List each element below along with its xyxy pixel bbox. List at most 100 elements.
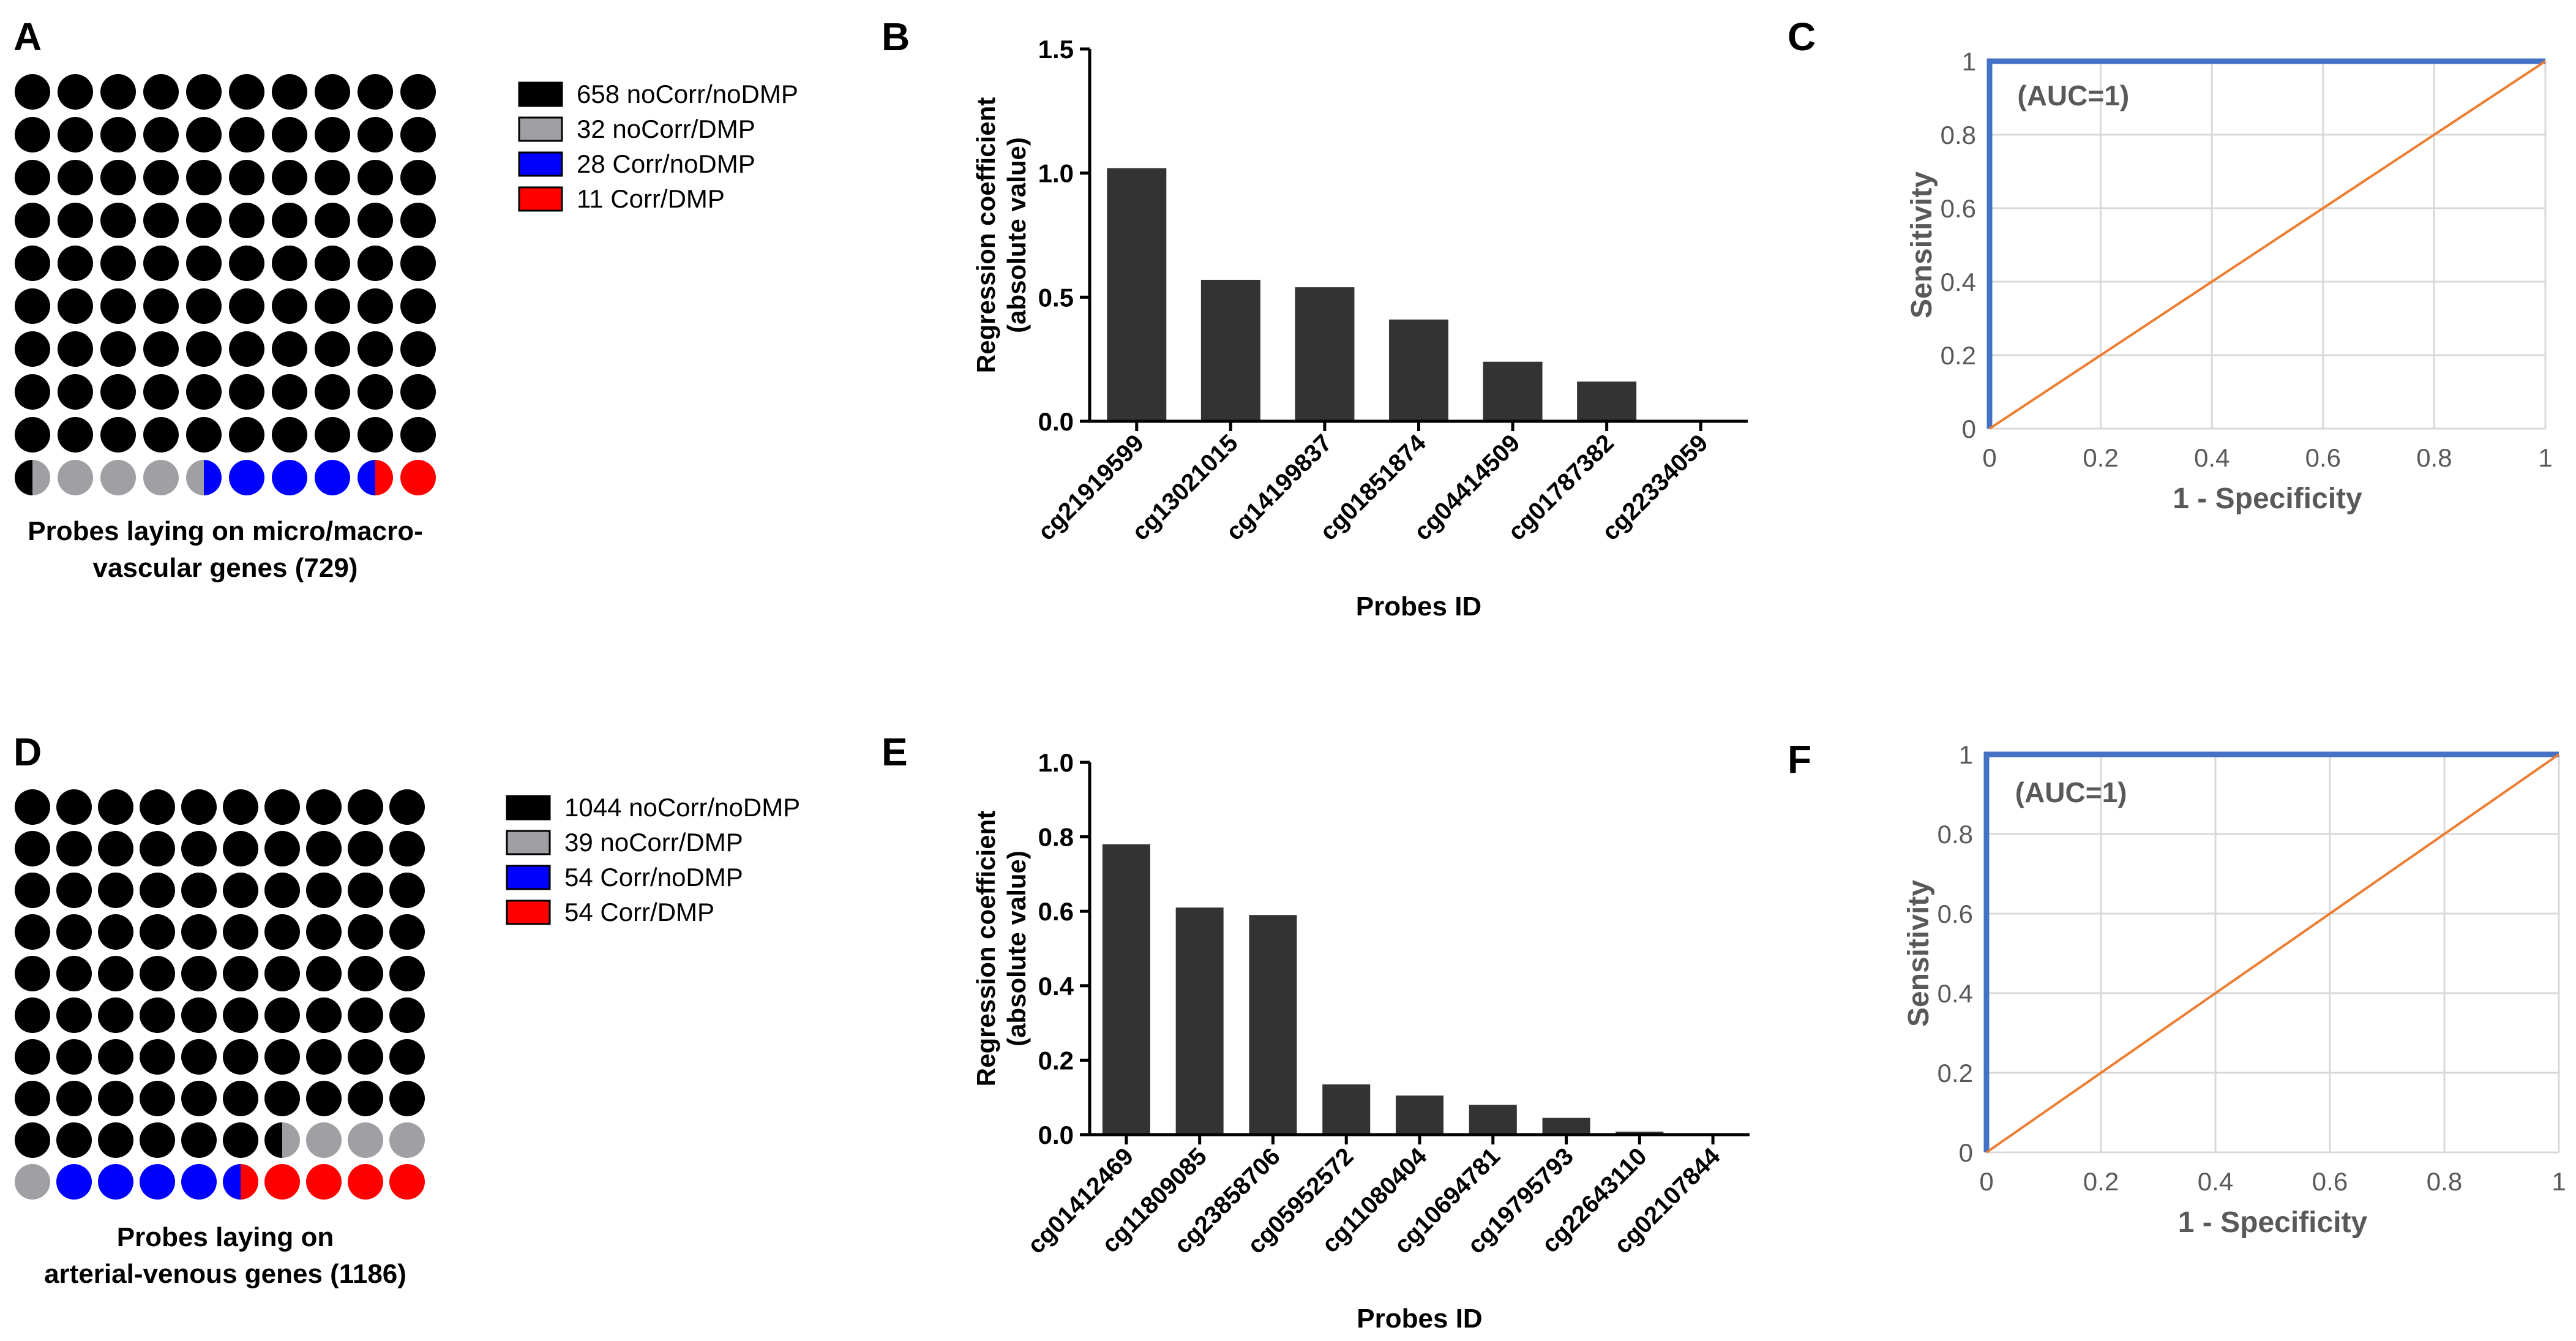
waffle-d-cell-24 — [181, 873, 217, 908]
waffle-a-cell-45 — [229, 246, 264, 281]
bar-e-ylabel-line2: (absolute value) — [1002, 851, 1031, 1046]
bar-chart-b: 0.00.51.01.5cg21919599cg13021015cg141998… — [972, 35, 1748, 622]
waffle-a-cell-94-left-half — [186, 460, 204, 495]
waffle-a-cell-86 — [272, 417, 307, 453]
waffle-d-cell-96 — [264, 1164, 300, 1200]
waffle-a-cell-72 — [100, 374, 136, 410]
waffle-a-cell-39 — [400, 203, 436, 238]
waffle-a-cell-10 — [15, 117, 50, 152]
waffle-d-cell-44 — [181, 956, 217, 991]
legend-d-text-1: 39 noCorr/DMP — [564, 828, 743, 857]
waffle-d-cell-19 — [389, 831, 425, 866]
waffle-d-cell-80 — [15, 1122, 50, 1158]
legend-d-text-0: 1044 noCorr/noDMP — [564, 793, 800, 822]
bar-b-ytick-label-1: 0.5 — [1038, 283, 1074, 312]
panel-label-f: F — [1788, 737, 1811, 781]
waffle-a-cell-80 — [15, 417, 50, 453]
waffle-a-cell-0 — [15, 74, 50, 110]
roc-c-xtick-label-1: 0.2 — [2083, 443, 2118, 472]
waffle-a-cell-70 — [15, 374, 50, 410]
roc-f-xtick-label-3: 0.6 — [2312, 1167, 2348, 1196]
bar-e-ytick-label-5: 1.0 — [1038, 748, 1074, 777]
waffle-d-cell-61 — [56, 1039, 92, 1075]
roc-f-xlabel: 1 - Specificity — [2178, 1206, 2368, 1239]
waffle-a-cell-52 — [100, 288, 136, 324]
legend-d-swatch-3 — [506, 900, 551, 925]
waffle-d-cell-22 — [98, 873, 133, 908]
waffle-d-cell-38 — [348, 914, 383, 950]
bar-e-cg19795793 — [1542, 1118, 1590, 1135]
waffle-a-cell-78 — [358, 374, 393, 410]
roc-f-series-reference — [1985, 753, 2560, 1154]
waffle-d-cell-25 — [223, 873, 258, 908]
waffle-d-cell-93 — [140, 1164, 175, 1200]
waffle-a-cell-31 — [58, 203, 93, 238]
waffle-d-cell-56 — [264, 997, 300, 1033]
waffle-d-cell-2 — [98, 789, 133, 825]
waffle-d-cell-88 — [348, 1122, 383, 1158]
waffle-a-cell-46 — [272, 246, 307, 281]
roc-c-xlabel: 1 - Specificity — [2173, 483, 2362, 515]
waffle-a-cell-5 — [229, 74, 264, 110]
waffle-a-cell-6 — [272, 74, 307, 110]
waffle-d-cell-83 — [140, 1122, 175, 1158]
roc-f-xtick-label-4: 0.8 — [2427, 1167, 2462, 1196]
waffle-a-cell-90-left-half — [15, 460, 32, 495]
waffle-a-cell-49 — [400, 246, 436, 281]
bar-e-cg05952572 — [1322, 1084, 1371, 1135]
waffle-a-cell-14 — [186, 117, 222, 152]
waffle-a-cell-43 — [143, 246, 179, 281]
legend-d-text-3: 54 Corr/DMP — [564, 898, 714, 926]
waffle-a-cell-99 — [400, 460, 436, 495]
roc-f-ytick-label-5: 1 — [1959, 740, 1973, 769]
waffle-d-cell-29 — [389, 873, 425, 908]
waffle-d-cell-50 — [15, 997, 50, 1033]
waffle-d-cell-15 — [223, 831, 258, 866]
waffle-a-cell-30 — [15, 203, 50, 238]
waffle-a-cell-25 — [229, 160, 264, 195]
roc-c-ytick-label-5: 1 — [1962, 47, 1976, 76]
bar-e-ytick-label-0: 0.0 — [1038, 1121, 1074, 1149]
waffle-a-cell-19 — [400, 117, 436, 152]
bar-b-ylabel-line1: Regression coefficient — [972, 97, 1000, 373]
waffle-d-cell-94 — [181, 1164, 217, 1200]
waffle-d-cell-52 — [98, 997, 133, 1033]
waffle-a-cell-17 — [315, 117, 350, 152]
waffle-a-cell-12 — [100, 117, 136, 152]
waffle-d-cell-21 — [56, 873, 92, 908]
waffle-a-cell-29 — [400, 160, 436, 195]
waffle-d-cell-34 — [181, 914, 217, 950]
waffle-a-cell-27 — [315, 160, 350, 195]
waffle-a-cell-96 — [272, 460, 307, 495]
waffle-d-cell-95 — [223, 1164, 258, 1200]
waffle-a-cell-56 — [272, 288, 307, 324]
waffle-d-cell-28 — [348, 873, 383, 908]
waffle-a-cell-20 — [15, 160, 50, 195]
waffle-a-cell-28 — [358, 160, 393, 195]
waffle-a-cell-88 — [358, 417, 393, 453]
waffle-a-cell-87 — [315, 417, 350, 453]
waffle-a-cell-92 — [100, 460, 136, 495]
waffle-a-cell-63 — [143, 331, 179, 367]
waffle-d-cell-27 — [306, 873, 342, 908]
bar-b-xlabel: Probes ID — [1356, 592, 1481, 622]
waffle-a-cell-26 — [272, 160, 307, 195]
waffle-d-cell-3 — [140, 789, 175, 825]
waffle-d-cell-73 — [140, 1081, 175, 1116]
waffle-d-cell-78 — [348, 1081, 383, 1116]
waffle-d-cell-40 — [15, 956, 50, 991]
legend-d: 1044 noCorr/noDMP 39 noCorr/DMP 54 Corr/… — [506, 793, 800, 926]
waffle-d-cell-62 — [98, 1039, 133, 1075]
legend-d-swatch-1 — [506, 830, 551, 855]
waffle-d-cell-41 — [56, 956, 92, 991]
bar-b-cg04414509 — [1483, 361, 1543, 421]
waffle-d-cell-97 — [306, 1164, 342, 1200]
waffle-a-cell-34 — [186, 203, 222, 238]
roc-f-xtick-label-5: 1 — [2552, 1167, 2566, 1196]
panel-label-b: B — [882, 15, 910, 59]
waffle-a-cell-38 — [358, 203, 393, 238]
waffle-d-cell-99 — [389, 1164, 425, 1200]
roc-c-ytick-label-1: 0.2 — [1941, 341, 1976, 370]
waffle-a-cell-54 — [186, 288, 222, 324]
bar-chart-e: 0.00.20.40.60.81.0cg01412469cg11809085cg… — [972, 748, 1750, 1334]
